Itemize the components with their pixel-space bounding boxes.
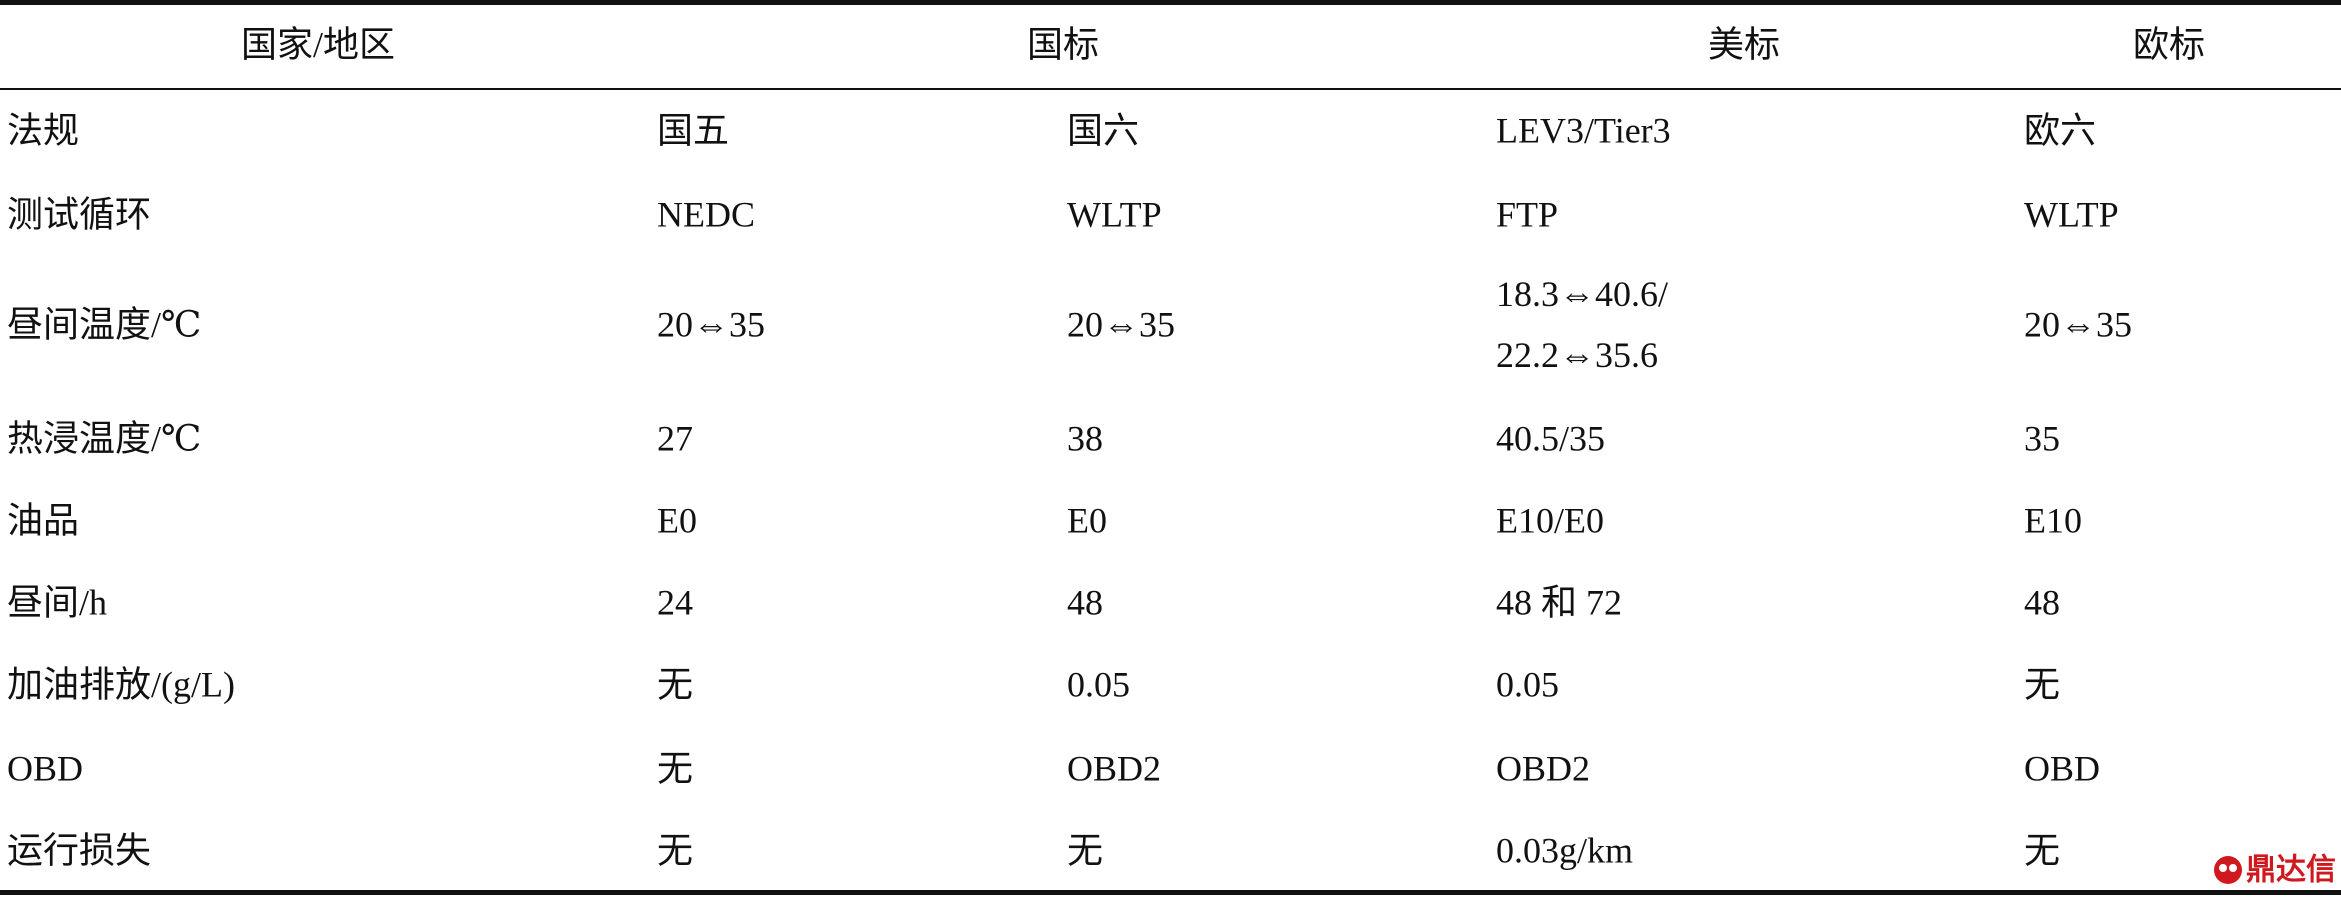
table-cell: 40.5/35: [1496, 418, 1605, 458]
table-cell: LEV3/Tier3: [1496, 110, 1671, 150]
row-label: 油品: [7, 500, 79, 540]
table-cell: OBD2: [1496, 748, 1590, 788]
table-cell-line: 18.3⇔40.6/: [1496, 274, 1668, 314]
header-cell: 国家/地区: [241, 24, 395, 64]
table-cell: 无: [1067, 830, 1103, 870]
table-cell: 20⇔35: [657, 304, 765, 344]
table-cell: 48 和 72: [1496, 582, 1622, 622]
table-cell-line: 22.2⇔35.6: [1496, 335, 1658, 375]
table-cell: FTP: [1496, 194, 1558, 234]
table-cell: 48: [1067, 582, 1103, 622]
table-cell: 35: [2024, 418, 2060, 458]
table-cell: 国六: [1067, 110, 1139, 150]
table-cell: E10: [2024, 500, 2082, 540]
table-cell: 27: [657, 418, 693, 458]
table-cell: 0.03g/km: [1496, 830, 1633, 870]
table-cell: 48: [2024, 582, 2060, 622]
row-label: 法规: [7, 110, 79, 150]
table-cell: 0.05: [1496, 664, 1559, 704]
table-cell: 无: [657, 830, 693, 870]
table-cell: 无: [657, 664, 693, 704]
table-cell: E10/E0: [1496, 500, 1604, 540]
table-cell: WLTP: [2024, 194, 2119, 234]
table-cell: 20⇔35: [2024, 304, 2132, 344]
top-rule: [0, 0, 2341, 5]
header-cell: 国标: [1027, 24, 1099, 64]
table-cell: 38: [1067, 418, 1103, 458]
watermark-logo: [2214, 856, 2242, 884]
table-cell: 20⇔35: [1067, 304, 1175, 344]
table-cell: OBD2: [1067, 748, 1161, 788]
row-label: 热浸温度/℃: [7, 418, 201, 458]
table-cell: WLTP: [1067, 194, 1162, 234]
bottom-rule: [0, 890, 2341, 895]
table-cell: 0.05: [1067, 664, 1130, 704]
header-cell: 欧标: [2133, 24, 2205, 64]
row-label: 昼间温度/℃: [7, 304, 201, 344]
header-rule: [0, 88, 2341, 90]
watermark: 鼎达信: [2246, 853, 2336, 888]
row-label: 测试循环: [7, 194, 151, 234]
row-label: 加油排放/(g/L): [7, 664, 235, 704]
table-cell: E0: [1067, 500, 1107, 540]
table-cell: 无: [2024, 664, 2060, 704]
row-label: OBD: [7, 748, 83, 788]
table-cell: NEDC: [657, 194, 755, 234]
table-cell: 国五: [657, 110, 729, 150]
row-label: 运行损失: [7, 830, 151, 870]
table-cell: 无: [2024, 830, 2060, 870]
table-cell: 欧六: [2024, 110, 2096, 150]
row-label: 昼间/h: [7, 582, 107, 622]
header-cell: 美标: [1708, 24, 1780, 64]
table-cell: E0: [657, 500, 697, 540]
table-cell: OBD: [2024, 748, 2100, 788]
table-cell: 无: [657, 748, 693, 788]
table-cell: 24: [657, 582, 693, 622]
